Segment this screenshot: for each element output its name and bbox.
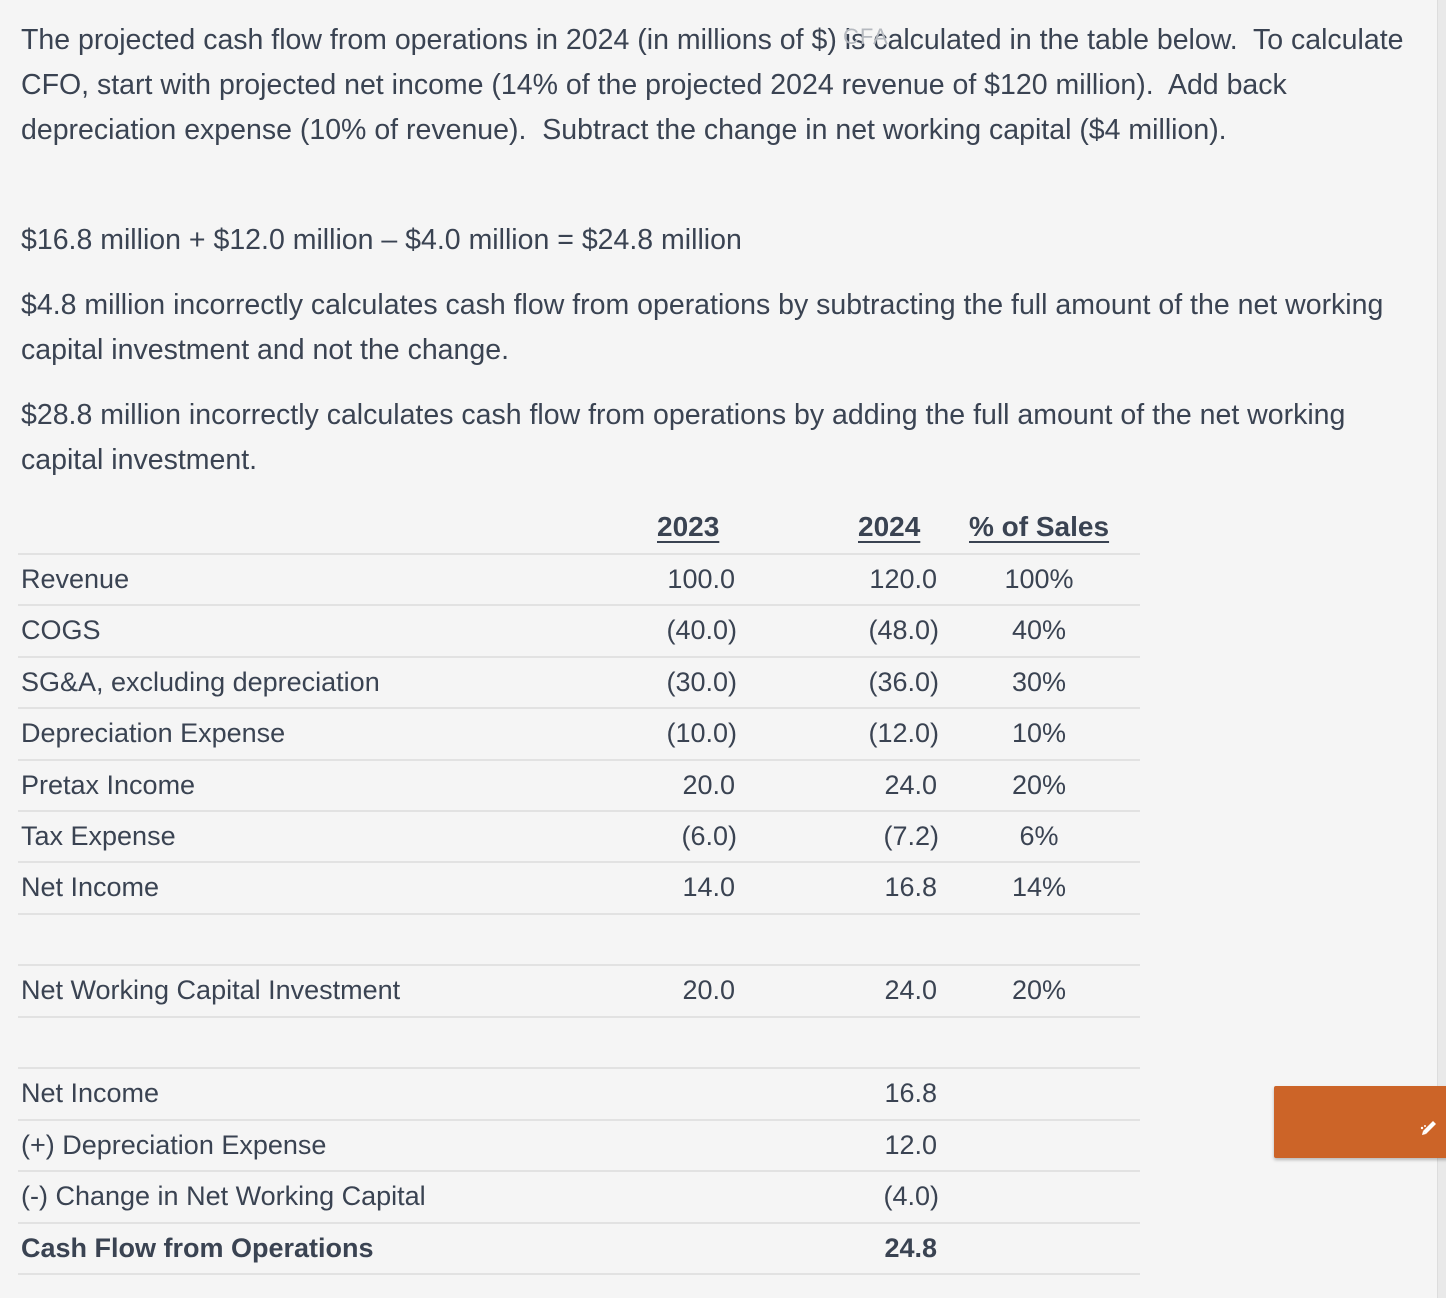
revenue-2024: 120.0	[869, 564, 937, 594]
pretax-income-2024: 24.0	[884, 770, 937, 800]
row-label-depreciation: Depreciation Expense	[21, 718, 286, 748]
row-divider	[18, 1222, 1140, 1224]
nwc-investment-2023: 20.0	[682, 975, 735, 1005]
cogs-2023: (40.0)	[666, 615, 737, 645]
row-label-pretax-income: Pretax Income	[21, 770, 196, 800]
row-divider	[18, 810, 1140, 812]
pretax-income-2023: 20.0	[682, 770, 735, 800]
sga-2023: (30.0)	[666, 667, 737, 697]
cogs-pct: 40%	[1011, 615, 1067, 645]
row-divider	[18, 1119, 1140, 1121]
depreciation-2024: (12.0)	[868, 718, 939, 748]
row-divider	[18, 913, 1140, 915]
row-label-add-depreciation: (+) Depreciation Expense	[21, 1130, 327, 1160]
explanation-incorrect-4-8: $4.8 million incorrectly calculates cash…	[21, 289, 1392, 366]
row-label-cfo: Cash Flow from Operations	[21, 1233, 374, 1263]
tax-expense-pct: 6%	[1019, 821, 1059, 851]
header-pct-of-sales: % of Sales	[969, 511, 1110, 542]
row-divider	[18, 964, 1140, 966]
scrollbar-track[interactable]	[1437, 0, 1446, 1298]
feedback-tab-button[interactable]	[1274, 1086, 1446, 1158]
row-label-revenue: Revenue	[21, 564, 130, 594]
row-divider	[18, 1273, 1140, 1275]
row-divider	[18, 1170, 1140, 1172]
pretax-income-pct: 20%	[1011, 770, 1067, 800]
row-divider	[18, 759, 1140, 761]
cfo-2024: 24.8	[884, 1233, 937, 1263]
add-depreciation-2024: 12.0	[884, 1130, 937, 1160]
row-label-nwc-investment: Net Working Capital Investment	[21, 975, 401, 1005]
header-2024: 2024	[858, 511, 921, 542]
row-label-cfo-net-income: Net Income	[21, 1078, 160, 1108]
nwc-investment-2024: 24.0	[884, 975, 937, 1005]
header-2023: 2023	[657, 511, 720, 542]
row-divider	[18, 707, 1140, 709]
row-divider	[18, 553, 1140, 555]
row-label-net-income: Net Income	[21, 872, 160, 902]
sga-pct: 30%	[1011, 667, 1067, 697]
row-label-change-nwc: (-) Change in Net Working Capital	[21, 1181, 426, 1211]
nwc-investment-pct: 20%	[1011, 975, 1067, 1005]
row-divider	[18, 604, 1140, 606]
row-divider	[18, 861, 1140, 863]
depreciation-2023: (10.0)	[666, 718, 737, 748]
revenue-pct: 100%	[1004, 564, 1074, 594]
row-label-cogs: COGS	[21, 615, 101, 645]
explanation-incorrect-28-8: $28.8 million incorrectly calculates cas…	[21, 399, 1354, 476]
pencil-icon	[1420, 1121, 1436, 1135]
row-label-sga: SG&A, excluding depreciation	[21, 667, 380, 697]
net-income-2023: 14.0	[682, 872, 735, 902]
cogs-2024: (48.0)	[868, 615, 939, 645]
tax-expense-2024: (7.2)	[883, 821, 939, 851]
explanation-equation: $16.8 million + $12.0 million – $4.0 mil…	[21, 224, 742, 256]
explanation-paragraph-cfo: The projected cash flow from operations …	[21, 24, 1412, 146]
net-income-pct: 14%	[1011, 872, 1067, 902]
depreciation-pct: 10%	[1011, 718, 1067, 748]
sga-2024: (36.0)	[868, 667, 939, 697]
net-income-2024: 16.8	[884, 872, 937, 902]
row-label-tax-expense: Tax Expense	[21, 821, 176, 851]
row-divider	[18, 1016, 1140, 1018]
change-nwc-2024: (4.0)	[883, 1181, 939, 1211]
revenue-2023: 100.0	[667, 564, 735, 594]
cfo-net-income-2024: 16.8	[884, 1078, 937, 1108]
tax-expense-2023: (6.0)	[681, 821, 737, 851]
row-divider	[18, 656, 1140, 658]
row-divider	[18, 1067, 1140, 1069]
